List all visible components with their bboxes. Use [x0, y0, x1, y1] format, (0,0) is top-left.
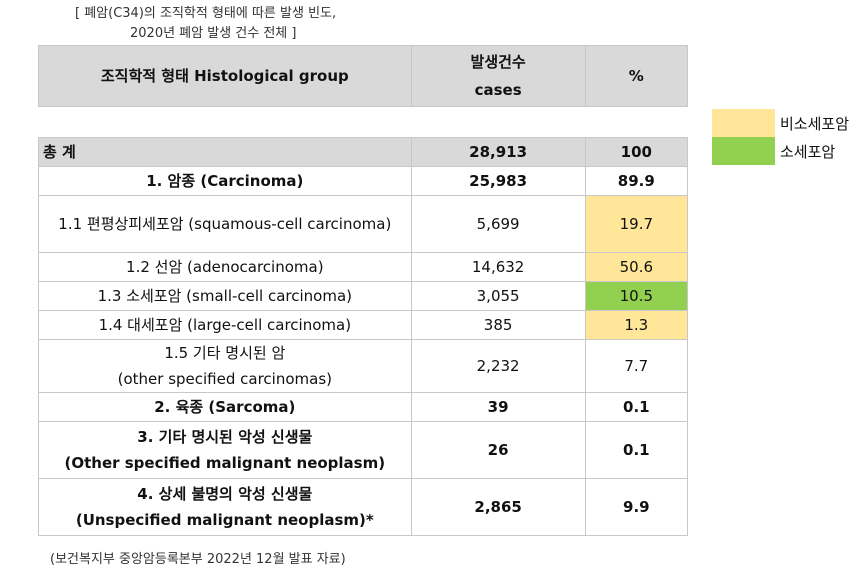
row-cases: 385	[410, 310, 586, 340]
legend-item-non-small-cell: 비소세포암	[712, 109, 849, 137]
row-label: 1.3 소세포암 (small-cell carcinoma)	[38, 281, 412, 311]
table-row-other-malignant: 3. 기타 명시된 악성 신생물 (Other specified malign…	[38, 421, 689, 479]
legend-label: 비소세포암	[780, 114, 850, 133]
source-note: (보건복지부 중앙암등록본부 2022년 12월 발표 자료)	[50, 552, 346, 567]
header-table: 조직학적 형태 Histological group 발생건수 cases %	[38, 45, 689, 107]
row-percent: 1.3	[584, 310, 689, 340]
table-row-large-cell: 1.4 대세포암 (large-cell carcinoma) 385 1.3	[38, 310, 689, 340]
row-label: 3. 기타 명시된 악성 신생물 (Other specified malign…	[38, 421, 412, 479]
row-percent: 10.5	[584, 281, 689, 311]
legend-item-small-cell: 소세포암	[712, 137, 849, 165]
row-label: 총 계	[38, 137, 412, 167]
row-percent: 9.9	[584, 478, 689, 536]
legend-swatch	[712, 109, 775, 137]
row-cases: 28,913	[410, 137, 586, 167]
row-percent: 0.1	[584, 421, 689, 479]
row-cases: 3,055	[410, 281, 586, 311]
color-legend: 비소세포암 소세포암	[712, 109, 849, 165]
header-cases-korean: 발생건수	[470, 53, 526, 71]
row-percent: 19.7	[584, 195, 689, 253]
header-cases: 발생건수 cases	[410, 45, 586, 107]
caption-line-2: 2020년 폐암 발생 건수 전체 ]	[130, 26, 297, 41]
row-percent: 50.6	[584, 252, 689, 282]
row-label: 1. 암종 (Carcinoma)	[38, 166, 412, 196]
table-row-sarcoma: 2. 육종 (Sarcoma) 39 0.1	[38, 392, 689, 422]
header-cases-english: cases	[474, 81, 522, 99]
row-label: 1.2 선암 (adenocarcinoma)	[38, 252, 412, 282]
row-label: 1.4 대세포암 (large-cell carcinoma)	[38, 310, 412, 340]
table-row-adeno: 1.2 선암 (adenocarcinoma) 14,632 50.6	[38, 252, 689, 282]
legend-label: 소세포암	[780, 142, 836, 161]
row-cases: 39	[410, 392, 586, 422]
row-label-line-2: (Unspecified malignant neoplasm)*	[75, 511, 374, 529]
table-row-total: 총 계 28,913 100	[38, 137, 689, 167]
table-row-other-carcinomas: 1.5 기타 명시된 암 (other specified carcinomas…	[38, 339, 689, 393]
row-percent: 89.9	[584, 166, 689, 196]
row-percent: 7.7	[584, 339, 689, 393]
caption-line-1: [ 폐암(C34)의 조직학적 형태에 따른 발생 빈도,	[75, 6, 337, 21]
row-label-line-1: 4. 상세 불명의 악성 신생물	[137, 485, 313, 503]
row-label-line-2: (other specified carcinomas)	[117, 370, 332, 388]
row-cases: 14,632	[410, 252, 586, 282]
row-label-line-1: 1.5 기타 명시된 암	[164, 344, 286, 362]
row-cases: 5,699	[410, 195, 586, 253]
header-histological-group: 조직학적 형태 Histological group	[38, 45, 412, 107]
table-row-small-cell: 1.3 소세포암 (small-cell carcinoma) 3,055 10…	[38, 281, 689, 311]
incidence-table: 총 계 28,913 100 1. 암종 (Carcinoma) 25,983 …	[38, 137, 689, 536]
row-percent: 0.1	[584, 392, 689, 422]
row-label-line-1: 3. 기타 명시된 악성 신생물	[137, 428, 313, 446]
row-cases: 25,983	[410, 166, 586, 196]
table-row-squamous: 1.1 편평상피세포암 (squamous-cell carcinoma) 5,…	[38, 195, 689, 253]
row-cases: 26	[410, 421, 586, 479]
legend-swatch	[712, 137, 775, 165]
row-label: 1.5 기타 명시된 암 (other specified carcinomas…	[38, 339, 412, 393]
row-cases: 2,232	[410, 339, 586, 393]
row-label: 4. 상세 불명의 악성 신생물 (Unspecified malignant …	[38, 478, 412, 536]
row-label: 1.1 편평상피세포암 (squamous-cell carcinoma)	[38, 195, 412, 253]
row-label: 2. 육종 (Sarcoma)	[38, 392, 412, 422]
table-row-unspecified-malignant: 4. 상세 불명의 악성 신생물 (Unspecified malignant …	[38, 478, 689, 536]
table-row-carcinoma: 1. 암종 (Carcinoma) 25,983 89.9	[38, 166, 689, 196]
row-label-line-2: (Other specified malignant neoplasm)	[64, 454, 386, 472]
header-percent: %	[584, 45, 689, 107]
row-cases: 2,865	[410, 478, 586, 536]
row-percent: 100	[584, 137, 689, 167]
table-caption: [ 폐암(C34)의 조직학적 형태에 따른 발생 빈도, 2020년 폐암 발…	[0, 4, 440, 44]
